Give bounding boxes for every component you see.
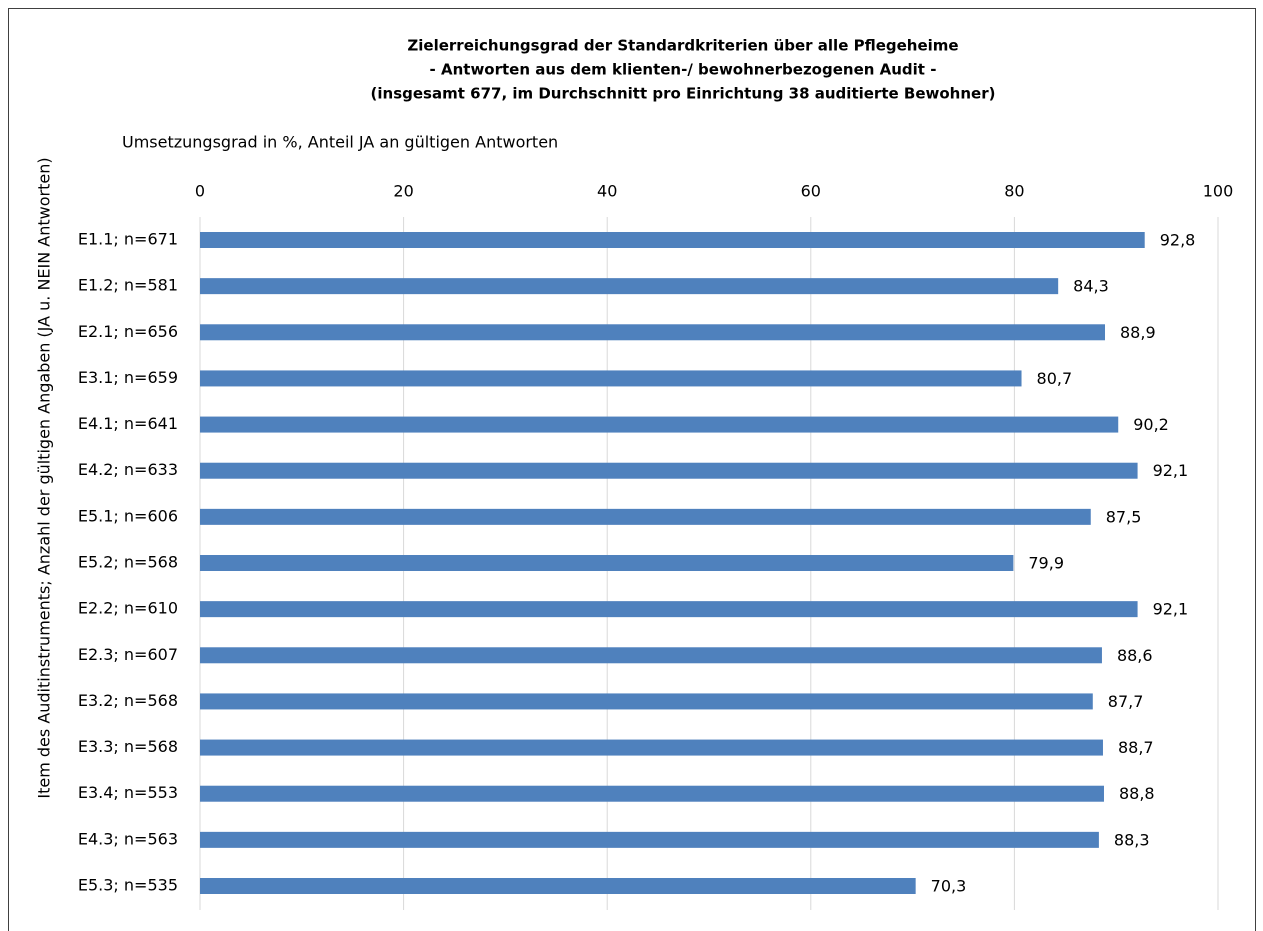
bar bbox=[200, 601, 1138, 618]
data-label: 88,7 bbox=[1118, 738, 1154, 757]
data-label: 70,3 bbox=[931, 877, 967, 896]
data-label: 88,9 bbox=[1120, 323, 1156, 342]
bar bbox=[200, 462, 1138, 479]
x-tick-label: 60 bbox=[801, 182, 821, 201]
chart-title: (insgesamt 677, im Durchschnitt pro Einr… bbox=[371, 85, 996, 103]
bar bbox=[200, 693, 1093, 710]
bar bbox=[200, 785, 1104, 802]
bar bbox=[200, 232, 1145, 248]
data-label: 80,7 bbox=[1037, 369, 1073, 388]
data-label: 90,2 bbox=[1133, 415, 1169, 434]
x-tick-label: 40 bbox=[597, 182, 617, 201]
data-label: 79,9 bbox=[1028, 554, 1064, 573]
x-tick-label: 80 bbox=[1004, 182, 1024, 201]
x-tick-label: 0 bbox=[195, 182, 205, 201]
data-label: 88,6 bbox=[1117, 646, 1153, 665]
y-tick-label: E2.2; n=610 bbox=[78, 599, 178, 618]
x-axis-label: Umsetzungsgrad in %, Anteil JA an gültig… bbox=[122, 133, 558, 152]
y-tick-label: E5.2; n=568 bbox=[78, 553, 178, 572]
y-tick-label: E5.1; n=606 bbox=[78, 506, 178, 525]
data-label: 88,8 bbox=[1119, 784, 1155, 803]
bar bbox=[200, 739, 1103, 756]
bar bbox=[200, 370, 1022, 387]
y-axis-label: Item des Auditinstruments; Anzahl der gü… bbox=[35, 157, 54, 798]
data-label: 84,3 bbox=[1073, 277, 1109, 296]
data-label: 92,1 bbox=[1153, 600, 1189, 619]
bar bbox=[200, 278, 1059, 295]
y-tick-label: E4.1; n=641 bbox=[78, 414, 178, 433]
data-label: 88,3 bbox=[1114, 830, 1150, 849]
y-tick-label: E4.3; n=563 bbox=[78, 829, 178, 848]
y-tick-label: E2.3; n=607 bbox=[78, 645, 178, 664]
bar bbox=[200, 647, 1102, 664]
y-tick-label: E5.3; n=535 bbox=[78, 876, 178, 895]
bar bbox=[200, 831, 1099, 848]
y-tick-label: E3.4; n=553 bbox=[78, 783, 178, 802]
data-label: 87,5 bbox=[1106, 507, 1142, 526]
y-tick-label: E3.1; n=659 bbox=[78, 368, 178, 387]
x-tick-label: 20 bbox=[393, 182, 413, 201]
bar bbox=[200, 508, 1091, 525]
data-label: 87,7 bbox=[1108, 692, 1144, 711]
y-tick-label: E4.2; n=633 bbox=[78, 460, 178, 479]
chart-title: - Antworten aus dem klienten-/ bewohnerb… bbox=[430, 61, 937, 79]
x-tick-label: 100 bbox=[1203, 182, 1234, 201]
bar bbox=[200, 878, 916, 894]
y-tick-label: E1.1; n=671 bbox=[78, 230, 178, 249]
y-tick-label: E3.2; n=568 bbox=[78, 691, 178, 710]
data-label: 92,1 bbox=[1153, 461, 1189, 480]
chart-title: Zielerreichungsgrad der Standardkriterie… bbox=[407, 37, 958, 55]
data-label: 92,8 bbox=[1160, 231, 1196, 250]
bar bbox=[200, 324, 1106, 341]
bar bbox=[200, 416, 1119, 433]
bar bbox=[200, 555, 1014, 571]
y-tick-label: E2.1; n=656 bbox=[78, 322, 178, 341]
y-tick-label: E1.2; n=581 bbox=[78, 276, 178, 295]
y-tick-label: E3.3; n=568 bbox=[78, 737, 178, 756]
